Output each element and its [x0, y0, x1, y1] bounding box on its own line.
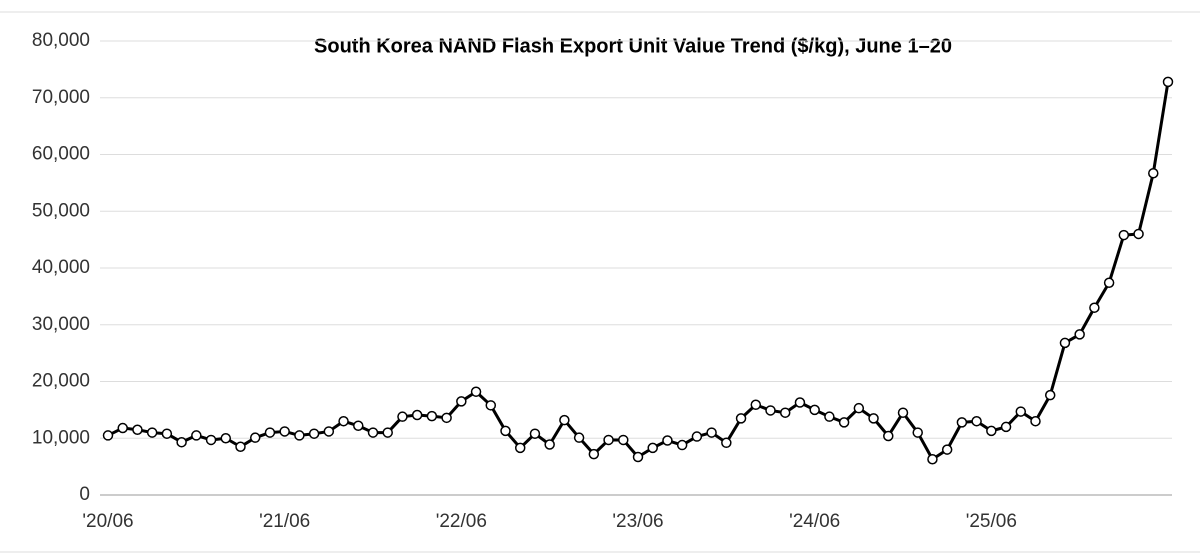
data-point: [102, 430, 114, 441]
data-point: [765, 405, 776, 416]
data-point: [588, 448, 600, 460]
data-point: [1118, 229, 1130, 241]
data-point: [1103, 277, 1115, 289]
data-point: [323, 426, 335, 437]
data-point: [338, 415, 349, 427]
data-point: [883, 430, 894, 442]
data-point: [117, 422, 128, 434]
data-point: [706, 427, 717, 438]
data-point: [514, 442, 526, 454]
data-point: [559, 414, 570, 426]
data-point: [235, 441, 246, 453]
data-point: [1059, 337, 1071, 349]
data-point: [500, 425, 511, 437]
data-point: [941, 444, 953, 455]
data-point: [132, 424, 143, 435]
data-point: [618, 434, 629, 446]
y-tick-label: 0: [79, 484, 90, 505]
data-point: [220, 433, 232, 444]
y-tick-label: 10,000: [32, 427, 90, 448]
data-point: [750, 399, 762, 411]
data-point: [205, 434, 217, 446]
data-point: [632, 451, 644, 463]
data-point: [1133, 228, 1144, 240]
data-point: [411, 409, 423, 421]
y-tick-label: 40,000: [32, 257, 90, 278]
data-point: [986, 425, 997, 437]
data-point: [838, 417, 850, 428]
data-point: [529, 428, 541, 439]
data-point: [1000, 421, 1012, 433]
data-line: [107, 81, 1170, 461]
data-point: [956, 417, 968, 428]
data-point: [1015, 406, 1027, 417]
y-tick-label: 80,000: [32, 30, 90, 51]
x-tick-label: '20/06: [82, 511, 133, 532]
data-point: [809, 404, 820, 416]
data-point: [1162, 76, 1174, 88]
y-tick-label: 70,000: [32, 87, 90, 108]
data-point: [544, 439, 555, 450]
chart-title: South Korea NAND Flash Export Unit Value…: [314, 35, 952, 57]
x-tick-label: '24/06: [789, 511, 840, 532]
data-point: [735, 413, 747, 424]
data-point: [353, 420, 364, 432]
data-point: [662, 435, 673, 446]
data-point: [264, 427, 276, 438]
data-point: [779, 407, 791, 418]
data-point: [456, 396, 467, 407]
x-tick-label: '22/06: [436, 511, 487, 532]
data-point: [721, 437, 732, 449]
data-point: [647, 442, 658, 454]
data-point: [191, 430, 202, 441]
data-point: [1044, 389, 1056, 401]
y-tick-label: 30,000: [32, 314, 90, 335]
data-point: [426, 410, 438, 422]
x-tick-label: '21/06: [259, 511, 310, 532]
data-point: [603, 434, 614, 446]
data-point: [691, 431, 703, 442]
data-point: [176, 436, 187, 448]
data-point: [1030, 415, 1041, 427]
data-point: [382, 427, 393, 438]
data-point: [294, 430, 305, 441]
data-point: [441, 412, 452, 424]
data-point: [897, 407, 909, 418]
data-point: [868, 413, 879, 424]
data-point: [1089, 302, 1100, 313]
data-point: [249, 432, 261, 443]
data-point: [794, 397, 806, 408]
data-point: [146, 427, 158, 438]
data-point: [397, 411, 408, 422]
data-point: [367, 427, 379, 438]
y-tick-label: 20,000: [32, 371, 90, 392]
x-tick-label: '25/06: [966, 511, 1017, 532]
y-tick-label: 60,000: [32, 144, 90, 165]
y-tick-label: 50,000: [32, 200, 90, 221]
data-point: [971, 415, 982, 427]
x-tick-label: '23/06: [612, 511, 663, 532]
data-point: [161, 428, 173, 439]
data-point: [470, 386, 482, 397]
data-point: [676, 439, 688, 451]
data-point: [1148, 167, 1159, 179]
data-point: [573, 432, 585, 443]
data-point: [824, 411, 835, 422]
data-point: [279, 426, 290, 437]
data-point: [912, 427, 923, 438]
data-point: [853, 402, 865, 414]
data-point: [485, 400, 497, 411]
data-point: [308, 428, 320, 439]
data-point: [1074, 329, 1085, 340]
data-point: [927, 453, 938, 465]
